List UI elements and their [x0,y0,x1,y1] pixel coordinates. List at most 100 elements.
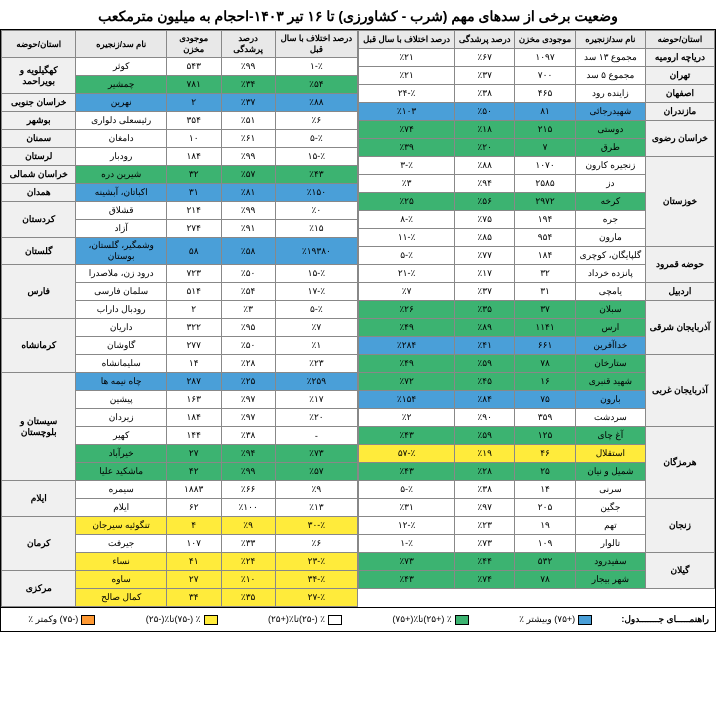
dam-cell: استقلال [575,445,645,463]
dam-cell: مجموع ۵ سد [575,67,645,85]
table-row: ٪۱۹۳۸۰٪۵۸۵۸وشمگیر، گلستان، بوستانگلستان [2,238,358,265]
fill-cell: ٪۳ [221,301,275,319]
table-row: ٪-۱٪۹۹۵۴۳کوثرکهگیلویه و بویراحمد [2,58,358,76]
diff-cell: ٪۴۳ [359,463,455,481]
fill-cell: ٪۹۹ [221,148,275,166]
diff-cell: ٪۴۳ [359,571,455,589]
diff-cell: ٪۶ [275,112,357,130]
dam-cell: ماشکید علیا [76,463,166,481]
volume-cell: ۲۵۸۵ [515,175,576,193]
fill-cell: ٪۵۱ [221,112,275,130]
diff-cell: ٪۳۹ [359,139,455,157]
dam-cell: نساء [76,553,166,571]
volume-cell: ۲۱۵ [515,121,576,139]
fill-cell: ٪۶۷ [455,49,515,67]
dam-cell: دز [575,175,645,193]
volume-cell: ۱۰۹۷ [515,49,576,67]
diff-cell: ٪-۸ [359,211,455,229]
diff-cell: ٪۴۹ [359,319,455,337]
fill-cell: ٪۳۸ [455,481,515,499]
volume-cell: ۵۳۲ [515,553,576,571]
legend-swatch [455,615,469,625]
table-row: هرمزگانآغ چای۱۲۵٪۵۹٪۴۳ [359,427,715,445]
diff-cell: ٪۲۸۴ [359,337,455,355]
dam-cell: اکباتان، آبشینه [76,184,166,202]
volume-cell: ۴۱ [166,553,221,571]
fill-cell: ٪۹۰ [455,409,515,427]
volume-cell: ۱۴ [515,481,576,499]
fill-cell: ٪۹۷ [221,409,275,427]
fill-cell: ٪۵۸ [221,238,275,265]
legend-swatch [81,615,95,625]
diff-cell: ٪۲۶ [359,301,455,319]
fill-cell: ٪۳۴ [221,76,275,94]
fill-cell: ٪۵۹ [455,427,515,445]
province-cell: تهران [645,67,714,85]
volume-cell: ۲۸۷ [166,373,221,391]
volume-cell: ۵۱۴ [166,283,221,301]
diff-cell: ٪-۱ [359,535,455,553]
diff-cell: ٪۴۳ [359,427,455,445]
legend-item: (-۷۵) وکمتر ٪ [28,614,95,625]
fill-cell: ٪۱۸ [455,121,515,139]
fill-cell: ٪۹۹ [221,463,275,481]
table-row: ٪۶٪۵۱۳۵۴رئیسعلی دلواریبوشهر [2,112,358,130]
fill-cell: ٪۹۵ [221,319,275,337]
dam-cell: سبلان [575,301,645,319]
fill-cell: ٪۳۷ [221,94,275,112]
dam-cell: داریان [76,319,166,337]
volume-cell: ۷۸ [515,571,576,589]
table-row: مازندرانشهیدرجائی۸۱٪۵۰٪۱۰۳ [359,103,715,121]
diff-cell: ٪۲۱ [359,67,455,85]
fill-cell: ٪۲۵ [221,373,275,391]
diff-cell: ٪-۲۳ [275,553,357,571]
diff-cell: ٪-۱۵ [275,265,357,283]
page-title: وضعیت برخی از سدهای مهم (شرب - کشاورزی) … [0,0,716,29]
fill-cell: ٪۹۴ [221,445,275,463]
col-header: درصد پرشدگی [455,31,515,49]
diff-cell: ٪۱۳ [275,499,357,517]
volume-cell: ۳۱ [166,184,221,202]
fill-cell: ٪۵۰ [221,265,275,283]
diff-cell: ٪۳ [359,175,455,193]
diff-cell: ٪-۱۲ [359,517,455,535]
diff-cell: ٪-۱۷ [275,283,357,301]
dam-cell: سفیدرود [575,553,645,571]
dam-cell: آغ چای [575,427,645,445]
province-cell: آذربایجان غربی [645,355,714,427]
dam-cell: ساوه [76,571,166,589]
diff-cell: ٪-۵ [275,301,357,319]
legend-label: ٪ (+۲۵)تا٪(+۷۵) [392,614,451,625]
volume-cell: ۲ [166,94,221,112]
diff-cell: ٪۹ [275,481,357,499]
volume-cell: ۱۶۳ [166,391,221,409]
fill-cell: ٪۹۷ [455,499,515,517]
volume-cell: ۱۰۷ [166,535,221,553]
fill-cell: ٪۶۶ [221,481,275,499]
dam-cell: سیمره [76,481,166,499]
province-cell: خوزستان [645,157,714,247]
province-cell: گلستان [2,238,76,265]
dam-cell: ارس [575,319,645,337]
fill-cell: ٪۳۷ [455,67,515,85]
table-row: ٪-۳۴٪۱۰۲۷ساوهمرکزی [2,571,358,589]
volume-cell: ۲۰۵ [515,499,576,517]
volume-cell: ۷۵ [515,391,576,409]
dam-cell: دامغان [76,130,166,148]
volume-cell: ۲۷۴ [166,220,221,238]
col-header: موجودی مخزن [515,31,576,49]
volume-cell: ۲۷ [166,445,221,463]
table-row: ٪۷٪۹۵۳۲۲داریانکرمانشاه [2,319,358,337]
fill-cell: ٪۸۵ [455,229,515,247]
fill-cell: ٪۳۷ [455,283,515,301]
dam-cell: کوثر [76,58,166,76]
volume-cell: ۱۸۴ [166,148,221,166]
province-cell: زنجان [645,499,714,553]
province-cell: فارس [2,265,76,319]
table-row: ٪-۱۵٪۹۹۱۸۴رودبارلرستان [2,148,358,166]
col-header: نام سد/زنجیره [76,31,166,58]
province-cell: مازندران [645,103,714,121]
volume-cell: ۱۲۵ [515,427,576,445]
province-cell: کرمانشاه [2,319,76,373]
fill-cell: ٪۵۰ [221,337,275,355]
